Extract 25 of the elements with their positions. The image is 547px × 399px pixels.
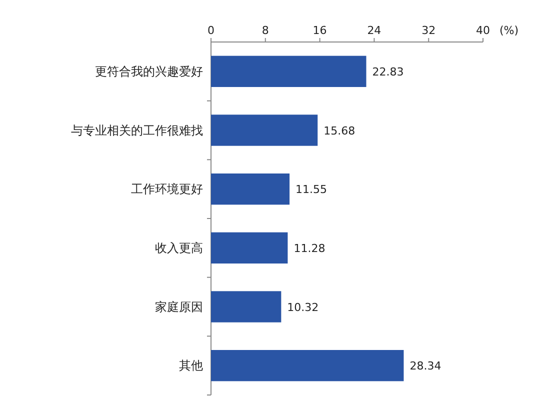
- y-tick-label: 更符合我的兴趣爱好: [95, 64, 203, 78]
- x-tick-label: 40: [476, 24, 490, 37]
- data-label: 10.32: [287, 300, 319, 314]
- data-label: 15.68: [324, 124, 356, 138]
- bar: [211, 350, 404, 382]
- y-tick-label: 收入更高: [155, 240, 203, 255]
- data-label: 11.28: [294, 242, 326, 255]
- data-label: 11.55: [296, 183, 328, 196]
- y-tick-label: 工作环境更好: [131, 182, 203, 196]
- y-tick-label: 家庭原因: [155, 300, 203, 314]
- bar: [211, 56, 366, 88]
- y-tick-label: 与专业相关的工作很难找: [71, 123, 203, 138]
- x-tick-label: 0: [208, 24, 214, 37]
- bar: [211, 114, 318, 146]
- data-label: 22.83: [372, 65, 404, 78]
- bar: [211, 291, 282, 322]
- x-tick-label: 32: [422, 24, 436, 37]
- x-tick-label: 24: [367, 24, 382, 37]
- x-axis-title: (%): [499, 24, 519, 37]
- bar: [211, 173, 290, 205]
- data-label: 28.34: [410, 360, 442, 373]
- x-tick-label: 16: [312, 24, 327, 37]
- x-tick-label: 8: [262, 24, 269, 37]
- bar: [211, 232, 288, 264]
- y-tick-label: 其他: [179, 358, 203, 373]
